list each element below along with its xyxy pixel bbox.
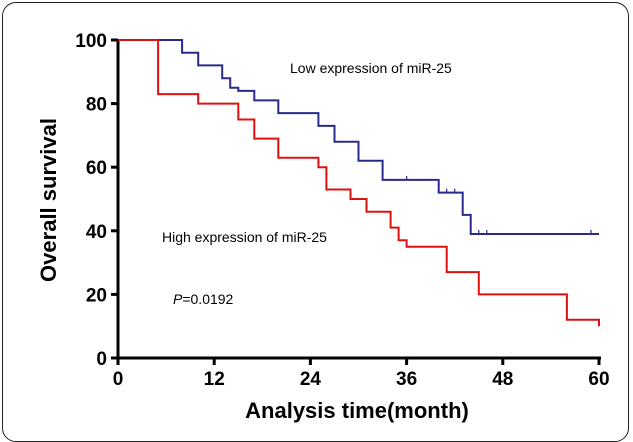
y-axis-title: Overall survival [36,118,61,282]
series-group [118,39,600,327]
y-tick-label: 40 [86,222,107,243]
survival-curve [118,39,599,235]
x-tick-label: 36 [396,369,417,390]
x-tick-label: 60 [588,369,609,390]
x-axis-title: Analysis time(month) [245,398,469,423]
x-tick-label: 0 [113,369,124,390]
y-tick-label: 100 [75,31,107,52]
y-tick-label: 0 [96,349,107,370]
y-tick-label: 20 [86,285,107,306]
p-italic: P [173,291,183,307]
low-expression-label: Low expression of miR-25 [290,60,452,76]
axes [116,39,601,360]
survival-chart: 0 12 24 36 48 60 0 20 40 60 80 100 Low expression o… [36,31,610,423]
y-tick-label: 60 [86,158,107,179]
y-tick-label: 80 [86,95,107,116]
series-low-expression [118,39,599,235]
p-value: =0.0192 [182,291,233,307]
x-tick-label: 24 [300,369,322,390]
survival-curve [118,39,600,327]
series-high-expression [118,39,600,327]
axis-ticks: 0 12 24 36 48 60 0 20 40 60 80 100 [75,31,609,390]
high-expression-label: High expression of miR-25 [162,229,327,245]
x-tick-label: 12 [204,369,225,390]
p-value-annotation: P=0.0192 [173,291,234,307]
x-tick-label: 48 [492,369,513,390]
